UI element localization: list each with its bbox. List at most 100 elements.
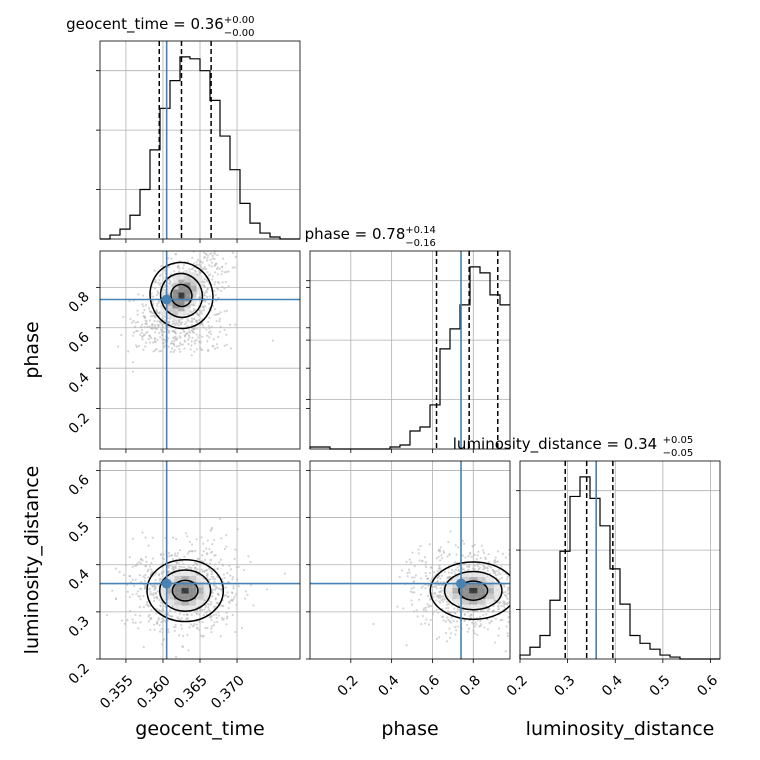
panel-phase-vs-luminosity_distance-point (417, 548, 420, 551)
panel-geocent_time-vs-phase-contour-1 (159, 272, 204, 319)
panel-phase-vs-luminosity_distance-point (453, 611, 456, 614)
panel-geocent_time-vs-phase-point (206, 254, 210, 257)
panel-geocent_time-vs-luminosity_distance-point (144, 555, 148, 559)
panel-geocent_time-vs-phase-point (218, 317, 222, 320)
panel-phase-vs-luminosity_distance-point (476, 554, 479, 557)
panel-geocent_time-vs-luminosity_distance-point (150, 593, 153, 596)
panel-phase-vs-luminosity_distance-point (468, 614, 471, 618)
panel-geocent_time-vs-luminosity_distance-point (128, 575, 132, 578)
panel-geocent_time-vs-phase-point (212, 248, 214, 250)
panel-phase-vs-luminosity_distance-point (414, 574, 418, 577)
panel-geocent_time-vs-luminosity_distance-density-cell (181, 569, 189, 576)
panel-geocent_time-vs-luminosity_distance-point (174, 623, 177, 626)
panel-phase-vs-luminosity_distance-point (415, 609, 418, 612)
panel-geocent_time-vs-luminosity_distance-contour-0 (171, 579, 199, 602)
panel-geocent_time-vs-luminosity_distance-point (138, 606, 141, 609)
panel-phase-vs-luminosity_distance-point (446, 616, 449, 619)
panel-geocent_time-vs-luminosity_distance-point (200, 568, 203, 571)
panel-geocent_time-vs-phase-point (161, 341, 164, 344)
panel-geocent_time-vs-luminosity_distance-point (160, 643, 164, 646)
panel-geocent_time-vs-luminosity_distance-point (189, 623, 193, 626)
panel-geocent_time-vs-luminosity_distance-point (136, 562, 139, 565)
panel-geocent_time-vs-phase-point (213, 313, 216, 316)
panel-geocent_time-vs-phase-point (202, 305, 205, 308)
panel-geocent_time-vs-luminosity_distance-point (147, 544, 150, 547)
panel-geocent_time-vs-phase-point (171, 322, 174, 325)
panel-geocent_time-vs-phase-point (136, 321, 139, 324)
panel-geocent_time-vs-phase-density-cell (184, 282, 191, 289)
panel-phase-vs-luminosity_distance-point (512, 621, 514, 623)
panel-geocent_time-vs-phase-point (184, 335, 187, 338)
panel-geocent_time-vs-luminosity_distance-point (206, 576, 209, 579)
panel-geocent_time-vs-luminosity_distance-density-cell (188, 599, 197, 606)
panel-geocent_time-vs-luminosity_distance-point (178, 565, 181, 568)
panel-geocent_time-vs-luminosity_distance-point (144, 565, 147, 568)
panel-geocent_time-vs-luminosity_distance-point (172, 625, 175, 628)
panel-geocent_time-vs-luminosity_distance-point (206, 539, 209, 542)
panel-geocent_time-vs-luminosity_distance-point (146, 570, 149, 573)
panel-geocent_time-vs-phase-point (218, 320, 221, 323)
panel-phase-vs-luminosity_distance-point (496, 550, 500, 553)
panel-geocent_time-vs-phase-point (175, 345, 178, 348)
panel-geocent_time-vs-luminosity_distance-point (224, 586, 227, 589)
panel-geocent_time-vs-phase-point (150, 326, 154, 329)
panel-geocent_time-vs-luminosity_distance-point (140, 588, 143, 591)
panel-geocent_time-vs-luminosity_distance-point (154, 587, 157, 590)
panel-geocent_time-vs-luminosity_distance-point (201, 635, 204, 638)
panel-geocent_time-vs-luminosity_distance-point (160, 572, 164, 575)
panel-geocent_time-vs-phase-point (174, 322, 177, 325)
panel-geocent_time-vs-luminosity_distance-point (178, 612, 182, 615)
panel-geocent_time-vs-phase-point (167, 265, 170, 269)
xtick-label-geocent_time-2: 0.365 (171, 673, 211, 713)
panel-geocent_time-vs-luminosity_distance-point (208, 609, 211, 612)
panel-phase-vs-luminosity_distance-point (483, 626, 486, 629)
panel-geocent_time-vs-luminosity_distance-point (203, 569, 206, 572)
panel-phase-vs-luminosity_distance-point (438, 548, 441, 551)
panel-geocent_time-vs-phase-point (161, 316, 164, 319)
panel-geocent_time-vs-luminosity_distance-point (218, 517, 221, 520)
panel-geocent_time-vs-phase-point (156, 338, 159, 342)
panel-geocent_time-vs-luminosity_distance-density-cell (166, 587, 175, 594)
panel-geocent_time-vs-luminosity_distance-point (201, 554, 204, 557)
panel-geocent_time-vs-luminosity_distance-point (195, 623, 198, 626)
panel-geocent_time-vs-phase-point (209, 332, 213, 336)
panel-phase-vs-luminosity_distance-point (436, 570, 439, 573)
panel-phase-vs-luminosity_distance-point (469, 616, 472, 619)
panel-phase-vs-luminosity_distance-point (462, 562, 465, 566)
xlabel-luminosity_distance: luminosity_distance (526, 718, 715, 740)
panel-geocent_time-vs-luminosity_distance-point (139, 580, 143, 584)
panel-geocent_time-vs-phase-density-cell (190, 297, 197, 305)
panel-geocent_time-vs-phase-point (216, 243, 218, 245)
panel-geocent_time-vs-luminosity_distance-point (231, 576, 235, 579)
panel-phase-vs-luminosity_distance-point (458, 608, 461, 611)
panel-geocent_time-vs-phase-point (195, 348, 199, 351)
panel-geocent_time-vs-phase-point (195, 333, 198, 336)
panel-geocent_time-vs-phase-point (198, 334, 201, 337)
panel-geocent_time-vs-phase-point (216, 273, 219, 276)
panel-phase-vs-luminosity_distance-point (445, 600, 449, 603)
panel-geocent_time-vs-phase-point (219, 325, 222, 328)
panel-geocent_time-vs-luminosity_distance-point (161, 609, 164, 612)
panel-phase-vs-luminosity_distance-point (401, 569, 404, 572)
panel-phase-vs-luminosity_distance-point (435, 587, 438, 590)
panel-geocent_time-vs-phase-point (160, 330, 164, 334)
xtick-label-phase-1: 0.4 (375, 672, 402, 699)
panel-geocent_time-vs-luminosity_distance-density-cell (188, 587, 197, 594)
panel-geocent_time-vs-luminosity_distance-point (232, 585, 235, 588)
panel-geocent_time-vs-phase-point (188, 330, 191, 333)
panel-phase-vs-luminosity_distance-point (467, 627, 471, 630)
panel-phase-vs-luminosity_distance-point (516, 592, 518, 594)
panel-geocent_time-vs-luminosity_distance-point (236, 528, 239, 531)
panel-geocent_time-vs-luminosity_distance-point (132, 621, 135, 624)
xtick-label-geocent_time-1: 0.360 (134, 673, 174, 713)
panel-phase-vs-luminosity_distance-point (433, 592, 436, 595)
panel-geocent_time-vs-luminosity_distance-point (283, 572, 287, 575)
panel-geocent_time-vs-luminosity_distance-point (212, 576, 215, 579)
panel-geocent_time-vs-luminosity_distance-point (214, 577, 217, 581)
panel-geocent_time-vs-phase-point (207, 324, 210, 328)
panel-geocent_time-vs-phase-point (181, 343, 185, 346)
panel-geocent_time-vs-phase-point (213, 347, 217, 350)
panel-geocent_time-vs-luminosity_distance-point (152, 592, 155, 595)
panel-phase-vs-luminosity_distance-point (453, 607, 456, 610)
panel-geocent_time-vs-phase-point (193, 350, 196, 353)
